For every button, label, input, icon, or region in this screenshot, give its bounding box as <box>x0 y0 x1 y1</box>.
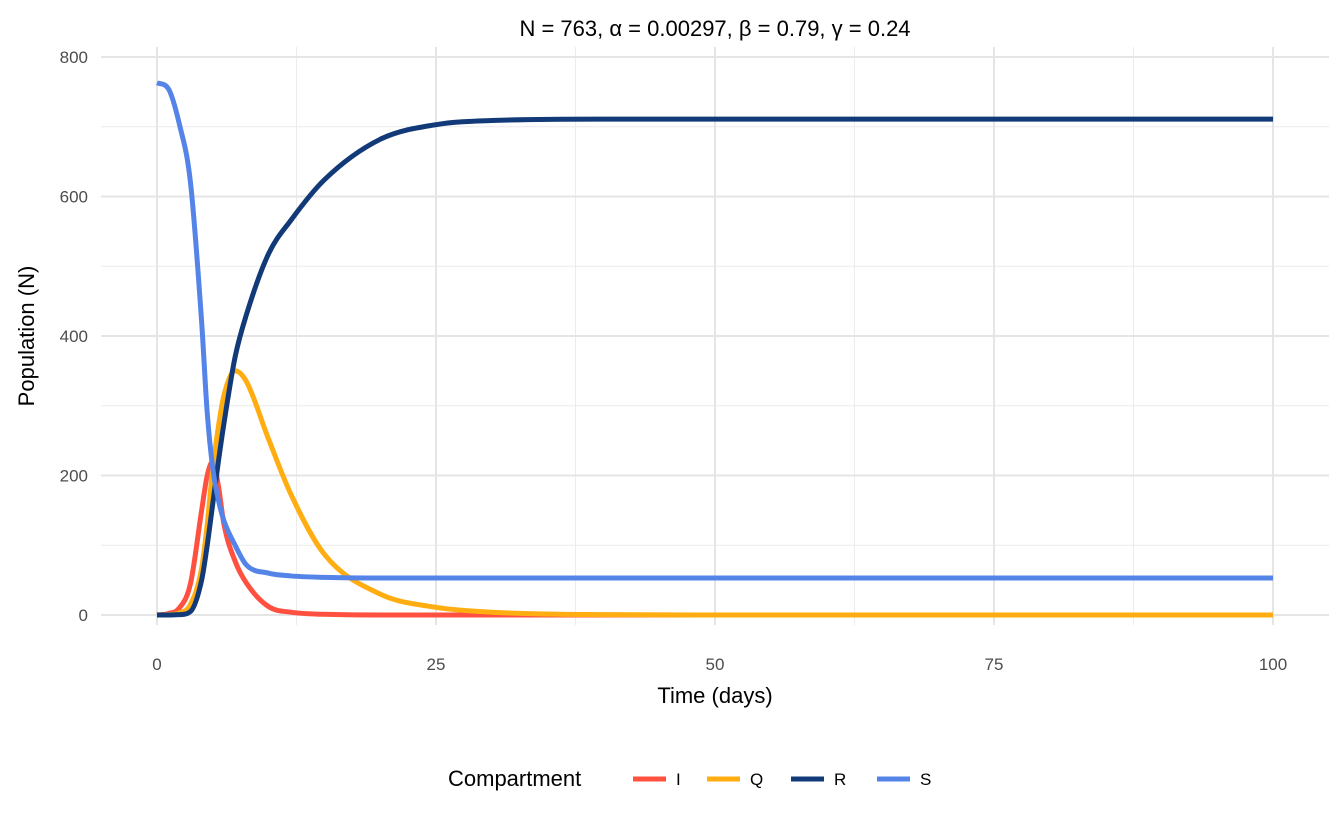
y-tick-label: 800 <box>60 48 88 67</box>
legend-label-Q: Q <box>750 770 763 789</box>
chart-title: N = 763, α = 0.00297, β = 0.79, γ = 0.24 <box>519 16 910 41</box>
series-line-R <box>156 116 1273 618</box>
legend-label-I: I <box>676 770 681 789</box>
series-lines <box>156 80 1273 618</box>
y-tick-label: 400 <box>60 327 88 346</box>
x-axis-label: Time (days) <box>657 683 772 708</box>
x-tick-label: 50 <box>706 655 725 674</box>
y-tick-label: 0 <box>79 606 88 625</box>
x-tick-label: 0 <box>152 655 161 674</box>
y-tick-label: 200 <box>60 467 88 486</box>
gridlines <box>101 47 1329 625</box>
x-tick-label: 100 <box>1259 655 1287 674</box>
y-axis-label: Population (N) <box>14 266 39 407</box>
legend-title: Compartment <box>448 766 581 791</box>
series-line-S <box>156 80 1273 581</box>
x-axis-ticks: 0 25 50 75 100 <box>152 655 1287 674</box>
y-axis-ticks: 0 200 400 600 800 <box>60 48 88 625</box>
legend: Compartment I Q R S <box>448 766 931 791</box>
legend-label-R: R <box>834 770 846 789</box>
y-tick-label: 600 <box>60 188 88 207</box>
legend-label-S: S <box>920 770 931 789</box>
x-tick-label: 25 <box>427 655 446 674</box>
x-tick-label: 75 <box>985 655 1004 674</box>
